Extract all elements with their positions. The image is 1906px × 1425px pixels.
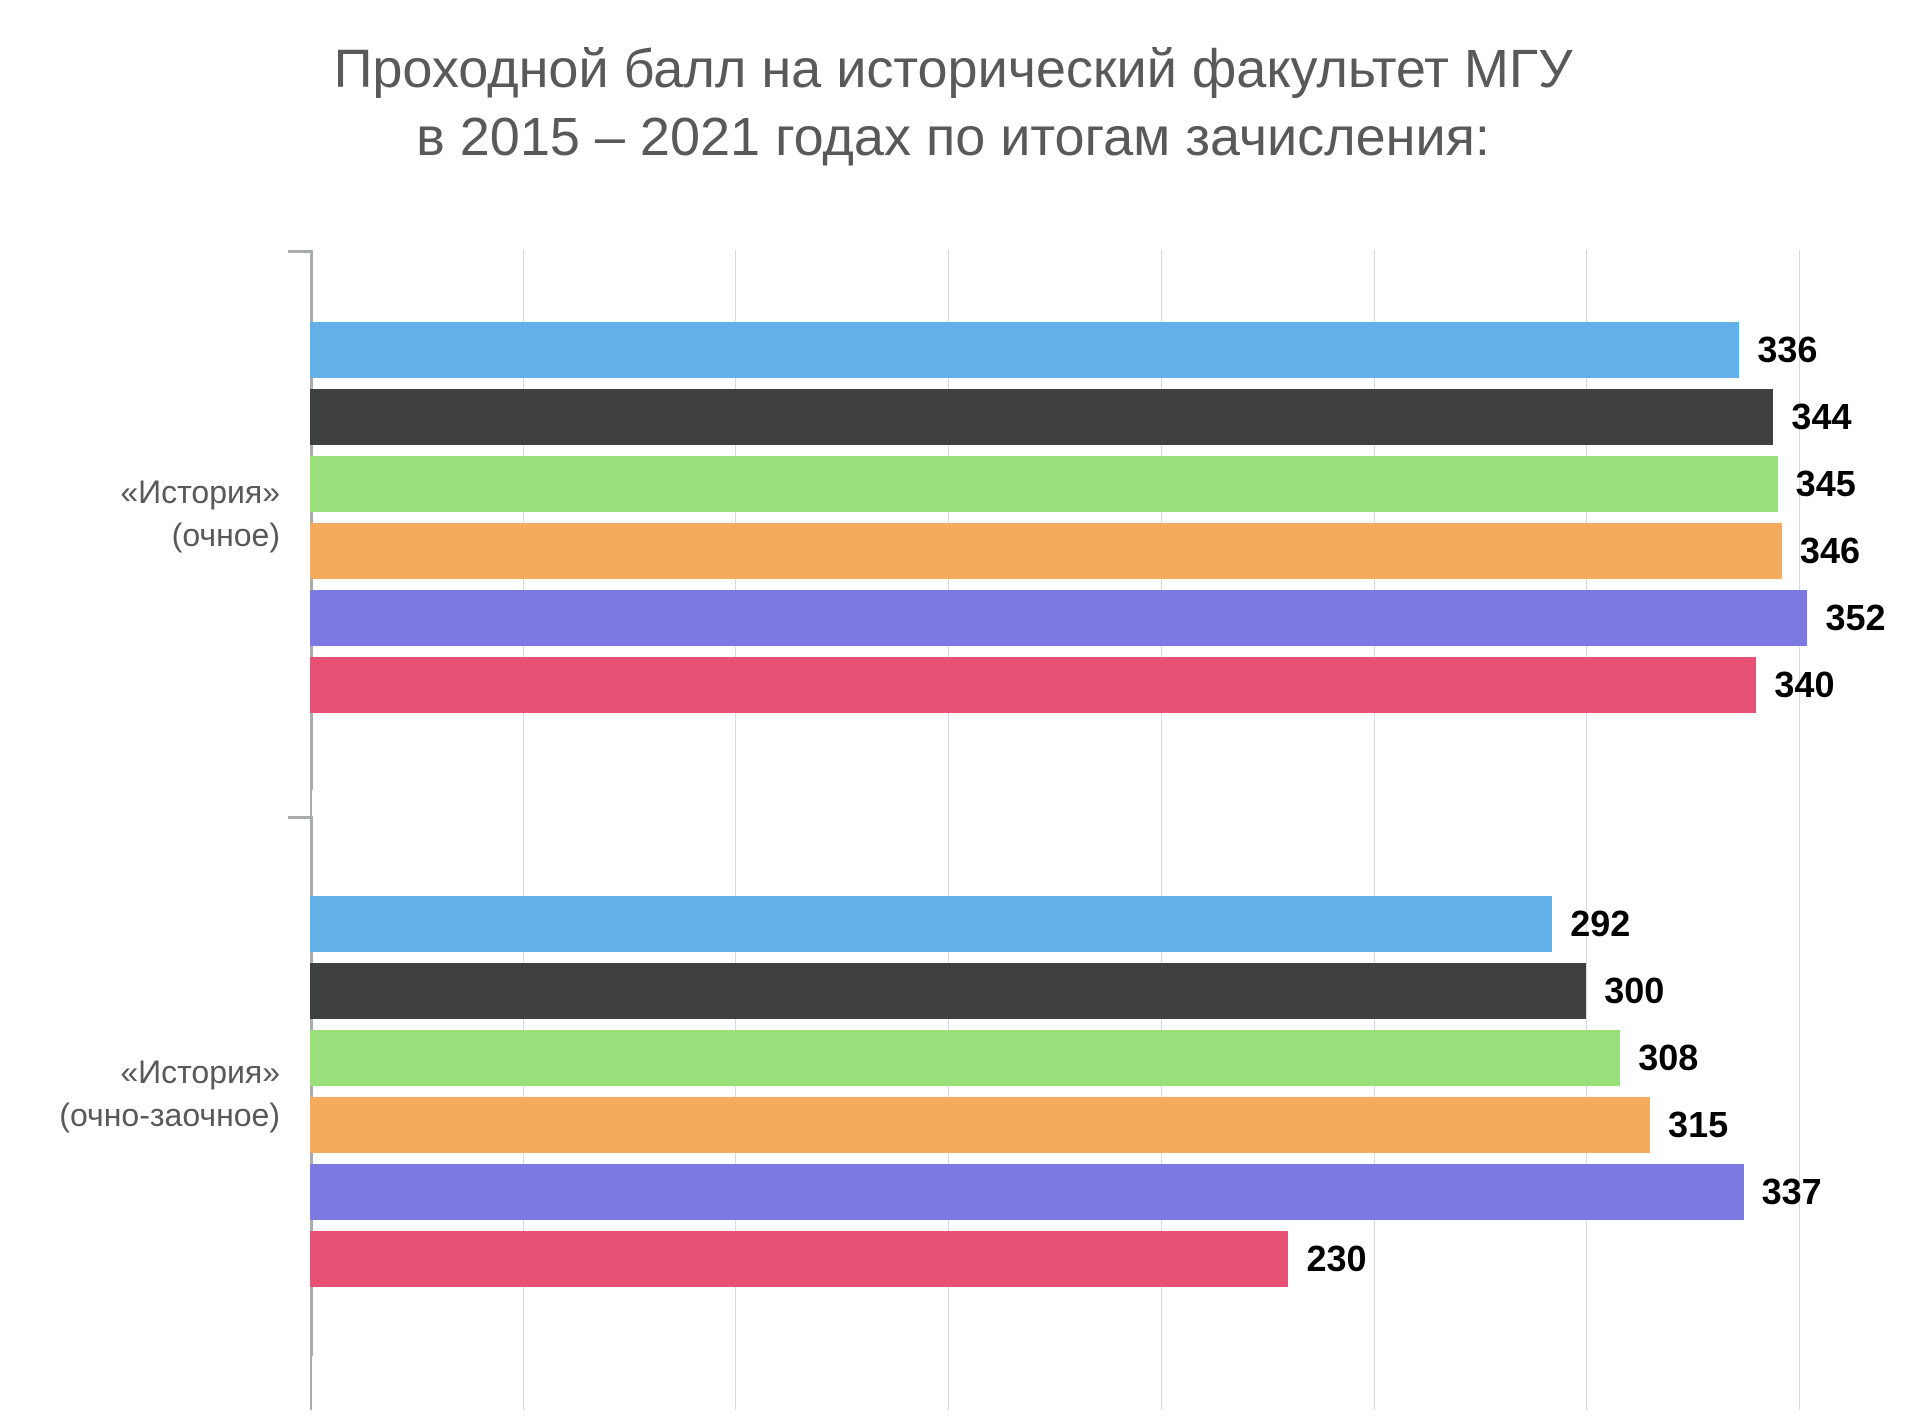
bar-value-label: 346 xyxy=(1800,530,1860,572)
bar xyxy=(310,1097,1650,1153)
category-label: «История»(очно-заочное) xyxy=(59,1051,280,1137)
bar-value-label: 340 xyxy=(1774,664,1834,706)
bar xyxy=(310,590,1807,646)
category-axis-tick xyxy=(288,250,310,253)
bar-value-label: 336 xyxy=(1757,329,1817,371)
bar-value-label: 345 xyxy=(1796,463,1856,505)
bar-group: 336 344 345 346 352 340 xyxy=(310,322,1850,724)
bar xyxy=(310,657,1756,713)
bar-value-label: 230 xyxy=(1306,1238,1366,1280)
bar-value-label: 315 xyxy=(1668,1104,1728,1146)
category-label-line2: (очное) xyxy=(120,514,280,557)
category-label-line2: (очно-заочное) xyxy=(59,1094,280,1137)
category-label: «История»(очное) xyxy=(120,471,280,557)
chart-title: Проходной балл на исторический факультет… xyxy=(0,36,1906,171)
bar xyxy=(310,322,1739,378)
bar xyxy=(310,523,1782,579)
bar xyxy=(310,963,1586,1019)
bar-value-label: 337 xyxy=(1762,1171,1822,1213)
bar-value-label: 300 xyxy=(1604,970,1664,1012)
category-axis-tick xyxy=(288,816,310,819)
bar xyxy=(310,1231,1288,1287)
bar-row: 340 xyxy=(310,657,1850,713)
bar-row: 346 xyxy=(310,523,1850,579)
bar-row: 344 xyxy=(310,389,1850,445)
chart-title-line1: Проходной балл на исторический факультет… xyxy=(0,36,1906,104)
bar-group: 292 300 308 315 337 230 xyxy=(310,896,1850,1298)
bar-row: 308 xyxy=(310,1030,1850,1086)
bar xyxy=(310,1164,1744,1220)
bar-row: 337 xyxy=(310,1164,1850,1220)
bar-row: 230 xyxy=(310,1231,1850,1287)
bar-row: 300 xyxy=(310,963,1850,1019)
bar-value-label: 292 xyxy=(1570,903,1630,945)
bar-row: 336 xyxy=(310,322,1850,378)
bar-row: 292 xyxy=(310,896,1850,952)
bar xyxy=(310,456,1778,512)
bar-row: 315 xyxy=(310,1097,1850,1153)
category-label-line1: «История» xyxy=(59,1051,280,1094)
chart-plot-area: «История»(очное)«История»(очно-заочное)3… xyxy=(310,250,1850,1410)
bar-row: 345 xyxy=(310,456,1850,512)
bar xyxy=(310,1030,1620,1086)
bar xyxy=(310,896,1552,952)
bar-value-label: 308 xyxy=(1638,1037,1698,1079)
bar-row: 352 xyxy=(310,590,1850,646)
bar xyxy=(310,389,1773,445)
bar-value-label: 344 xyxy=(1791,396,1851,438)
chart-title-line2: в 2015 – 2021 годах по итогам зачисления… xyxy=(0,104,1906,172)
category-label-line1: «История» xyxy=(120,471,280,514)
bar-value-label: 352 xyxy=(1825,597,1885,639)
